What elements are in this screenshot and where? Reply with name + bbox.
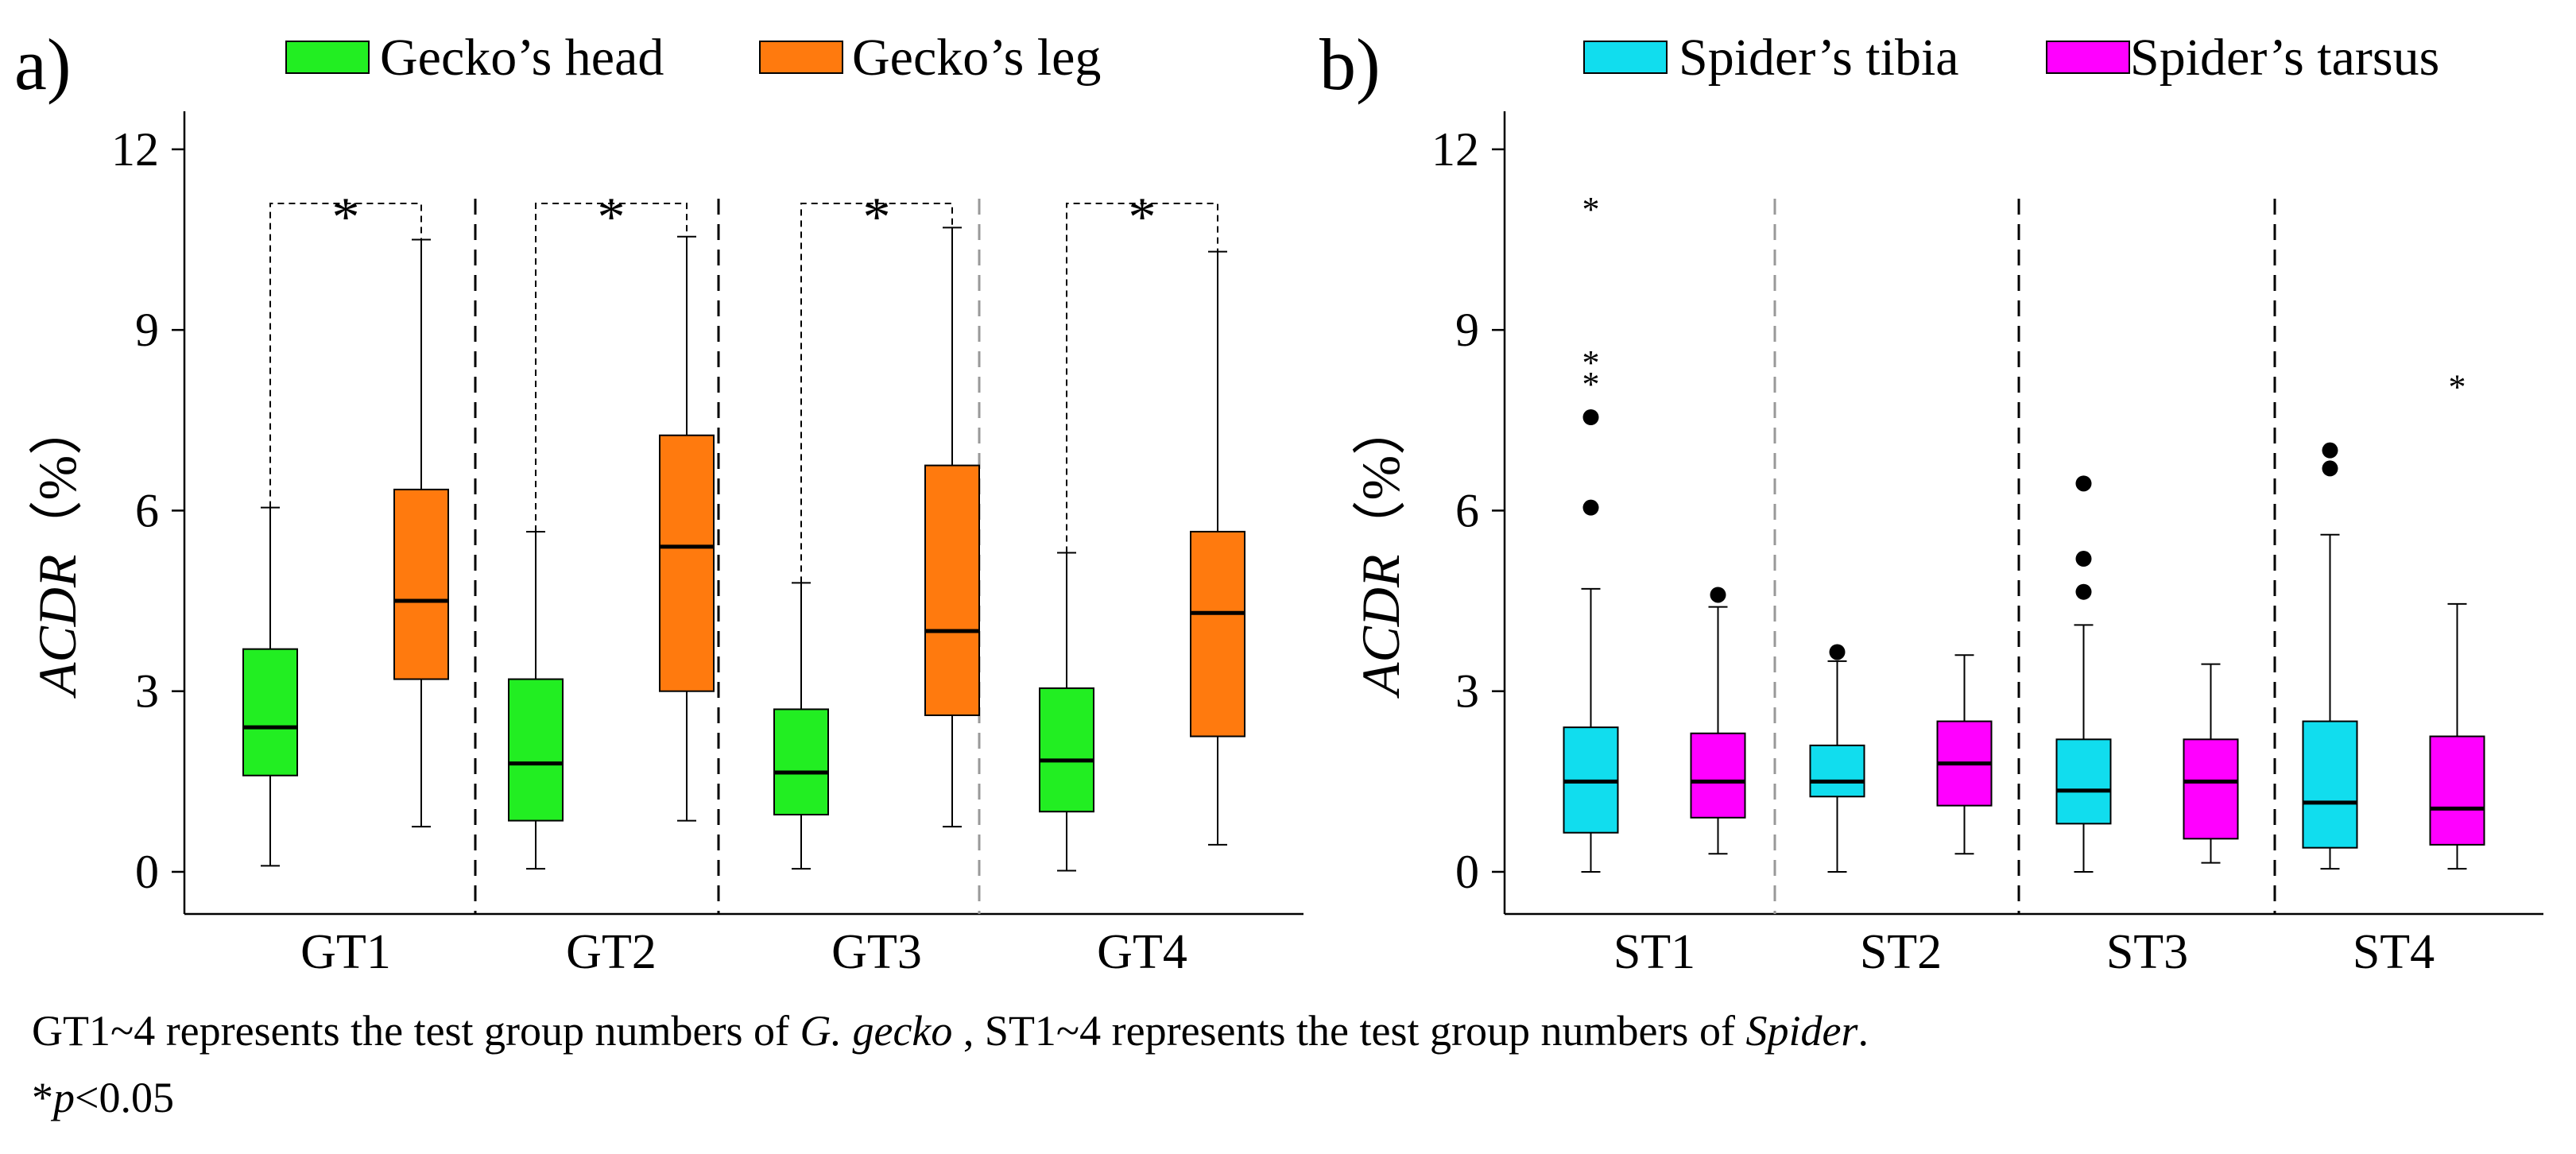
box-gt2-s2 [659, 434, 715, 692]
significance-bracket [269, 203, 422, 508]
y-tick-label: 3 [1455, 665, 1479, 718]
x-tick-label: ST3 [2106, 925, 2188, 978]
outlier-dot [1582, 499, 1599, 516]
y-tick-label: 6 [1455, 484, 1479, 536]
y-tick-label: 0 [135, 846, 159, 898]
outlier-dot [2322, 442, 2338, 459]
outlier-dot [2075, 475, 2092, 492]
x-tick-label: ST2 [1860, 925, 1942, 978]
box-gt3-s2 [924, 464, 980, 717]
significance-label: * [1129, 187, 1156, 248]
significance-bracket [535, 203, 688, 532]
outlier-dot [2075, 583, 2092, 600]
y-axis-title: ACDR（%） [27, 401, 87, 699]
x-tick-label: GT3 [831, 925, 922, 978]
caption-star: * [32, 1074, 53, 1121]
outlier-dot [2322, 460, 2338, 477]
x-tick-label: ST4 [2353, 925, 2435, 978]
x-tick-label: ST1 [1613, 925, 1695, 978]
outlier-dot [1710, 587, 1726, 603]
legend-label-2: Gecko’s leg [852, 29, 1101, 87]
legend-label-2: Spider’s tarsus [2130, 29, 2439, 87]
caption-spider: Spider [1745, 1007, 1858, 1055]
legend-label-1: Spider’s tibia [1679, 29, 1959, 87]
y-axis-title: ACDR（%） [1350, 401, 1411, 699]
legend-swatch-2 [2046, 41, 2130, 74]
box-plot-figure: a) Gecko’s head Gecko’s leg036912ACDR（%）GT… [14, 24, 2543, 978]
caption-threshold: <0.05 [75, 1074, 174, 1121]
legend-swatch-1 [285, 41, 370, 74]
outlier-star: * [1582, 365, 1600, 404]
box-gt3-s1 [773, 708, 829, 816]
x-tick-label: GT1 [300, 925, 391, 978]
box-gt1-s1 [242, 648, 298, 776]
y-tick-label: 9 [135, 304, 159, 356]
significance-label: * [332, 187, 360, 248]
y-axis-title-var: ACDR [1350, 555, 1411, 699]
legend-swatch-2 [759, 41, 843, 74]
caption-line-1: GT1~4 represents the test group numbers … [32, 997, 2535, 1064]
outlier-dot [1582, 409, 1599, 425]
caption-text-1: GT1~4 represents the test group numbers … [32, 1007, 800, 1055]
significance-label: * [598, 187, 626, 248]
panel-b-spider: b) Spider’s tibia Spider’s tarsus 0 3 6 9 12 ACD… [1319, 24, 2543, 978]
box-st1-s2 [1690, 732, 1746, 819]
outlier-dot [2075, 551, 2092, 567]
caption-line-2: *p<0.05 [32, 1064, 2535, 1131]
legend-label-1: Gecko’s head [380, 29, 664, 87]
outlier-star: * [1582, 343, 1600, 382]
x-tick-label: GT4 [1097, 925, 1187, 978]
legend-swatch-1 [1583, 41, 1668, 74]
y-axis-title-unit: （%） [1350, 401, 1411, 555]
panel-a-gecko: a) Gecko’s head Gecko’s leg 0 3 6 9 12 ACDR（%） GT… [14, 24, 1303, 978]
y-tick-label: 0 [1455, 846, 1479, 898]
box-st3-s1 [2055, 738, 2112, 825]
box-gt1-s2 [393, 488, 449, 680]
outlier-star: * [2449, 368, 2466, 407]
y-axis-title-unit: （%） [27, 401, 87, 555]
box-st2-s1 [1809, 744, 1865, 798]
figure-caption: GT1~4 represents the test group numbers … [32, 997, 2535, 1131]
caption-text-end: . [1857, 1007, 1869, 1055]
y-tick-label: 12 [1431, 123, 1479, 176]
significance-bracket [800, 203, 953, 583]
box-st4-s1 [2302, 720, 2358, 849]
y-tick-label: 6 [135, 484, 159, 536]
caption-p: p [53, 1074, 75, 1121]
y-tick-label: 9 [1455, 304, 1479, 356]
significance-label: * [863, 187, 891, 248]
outlier-star: * [1582, 190, 1600, 229]
outlier-dot [1829, 644, 1846, 660]
caption-text-2: , ST1~4 represents the test group number… [952, 1007, 1746, 1055]
panel-label: b) [1319, 24, 1381, 105]
y-tick-label: 3 [135, 665, 159, 718]
box-gt2-s1 [508, 678, 564, 822]
y-tick-label: 12 [111, 123, 159, 176]
box-st3-s2 [2183, 738, 2239, 840]
x-tick-label: GT2 [566, 925, 657, 978]
box-st4-s2 [2429, 735, 2485, 846]
significance-bracket [1066, 203, 1218, 553]
y-axis-title-var: ACDR [27, 555, 87, 699]
box-gt4-s1 [1039, 687, 1094, 813]
panel-label: a) [14, 24, 71, 105]
caption-species: G. gecko [800, 1007, 953, 1055]
box-gt4-s2 [1190, 530, 1245, 738]
